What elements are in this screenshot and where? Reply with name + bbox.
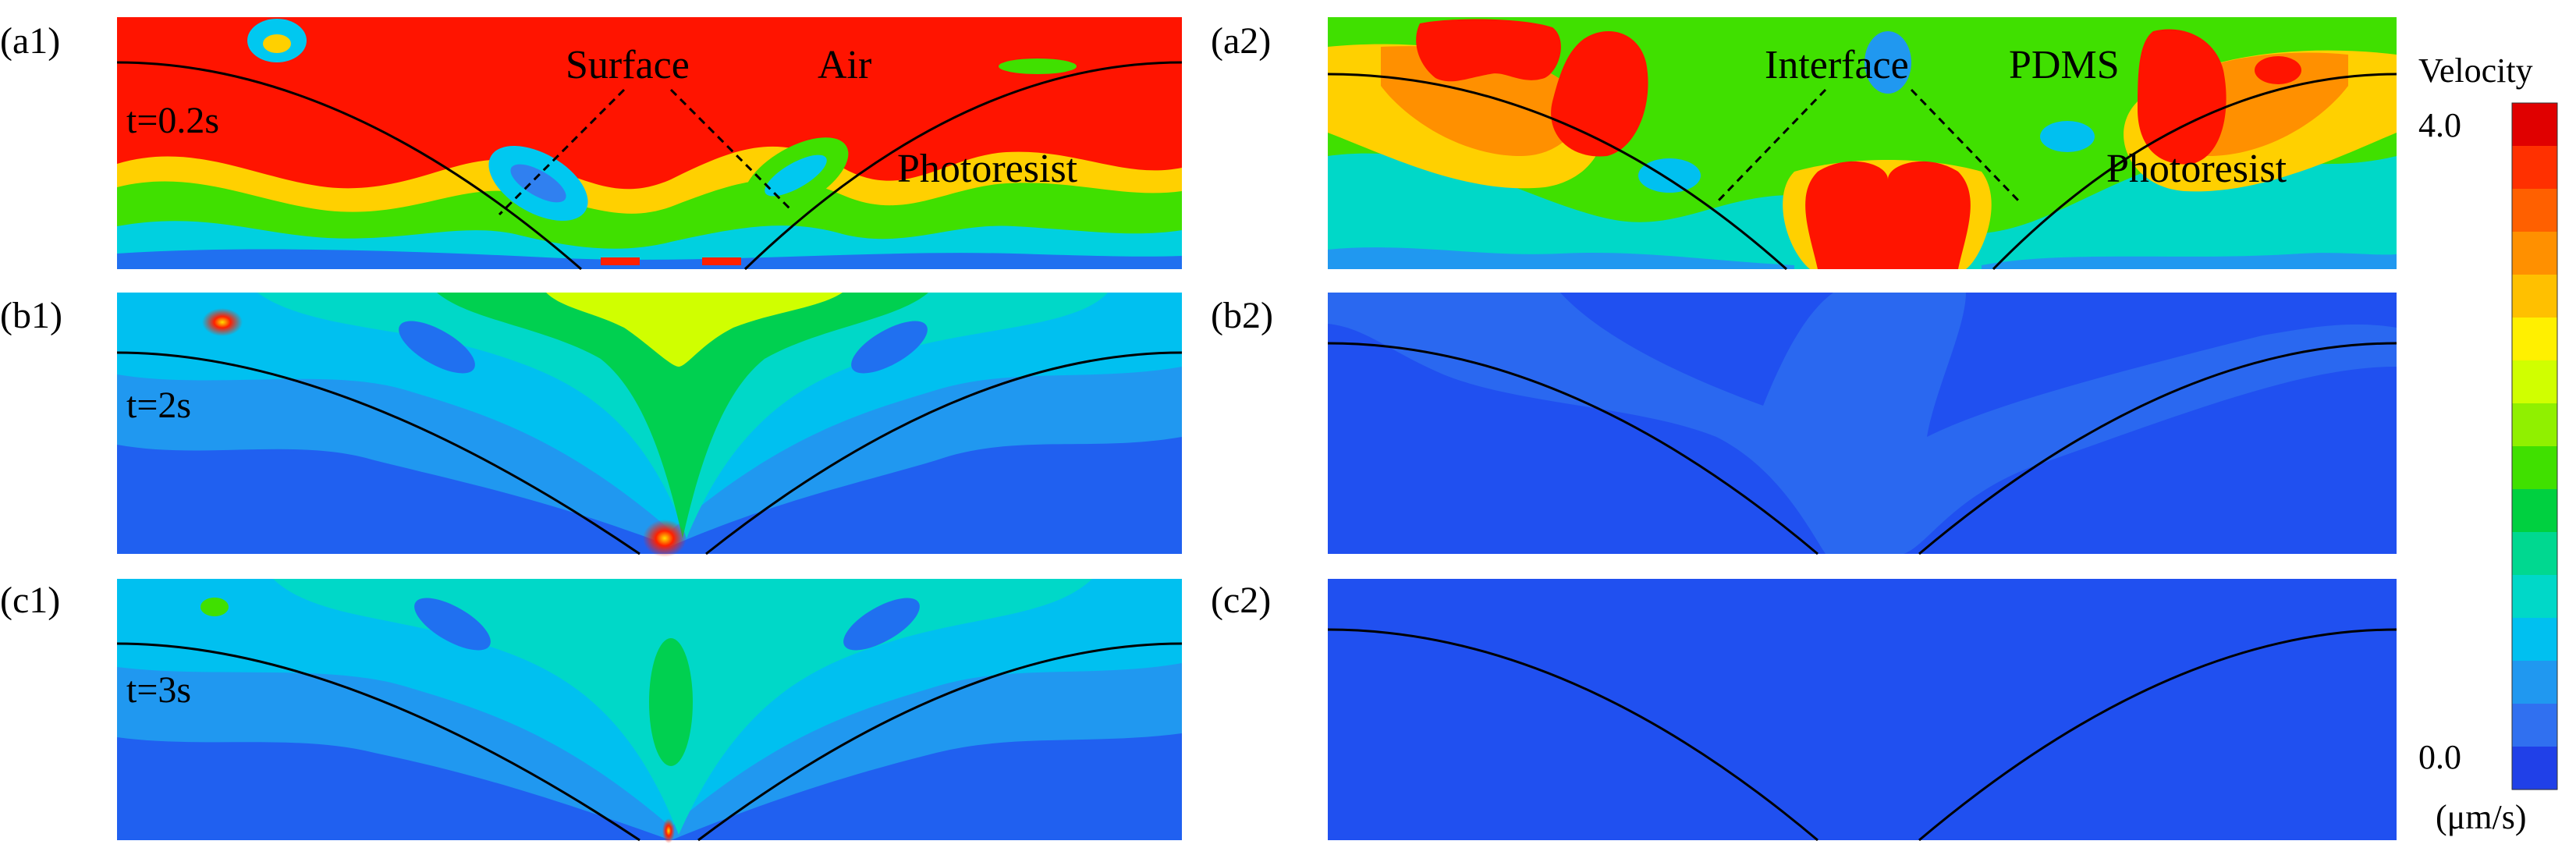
annotation-interface: Interface xyxy=(1765,43,1909,87)
panel-c1: (c1) t=3s xyxy=(0,579,1183,843)
field-hot-top-left xyxy=(1416,19,1561,82)
colorbar-swatch xyxy=(2512,747,2557,790)
colorbar-swatch xyxy=(2512,704,2557,747)
field-spot-top-core xyxy=(263,34,291,53)
field-bottom-hot2 xyxy=(702,257,741,265)
time-label: t=2s xyxy=(126,385,191,426)
field-lighter-region xyxy=(1328,293,2397,554)
colorbar-swatch xyxy=(2512,318,2557,361)
annotation-photoresist: Photoresist xyxy=(2106,147,2287,191)
colorbar: Velocity 4.0 0.0 (μm/s) xyxy=(2418,51,2558,836)
field-background xyxy=(1328,579,2397,840)
interface-curve xyxy=(116,351,1183,555)
colorbar-swatch xyxy=(2512,146,2557,190)
field-spot-top xyxy=(200,598,229,616)
field-vortex-left-core xyxy=(510,164,566,203)
panel-label: (b2) xyxy=(1211,295,1273,336)
field-hot-lobe-right xyxy=(2138,29,2227,165)
pointer-line-right xyxy=(669,88,793,212)
interface-curve xyxy=(1327,628,2397,842)
panel-b2: (b2) xyxy=(1211,293,2397,555)
colorbar-swatch xyxy=(2512,232,2557,275)
colorbar-swatch xyxy=(2512,661,2557,704)
field-green-band xyxy=(437,293,928,538)
panel-label: (c1) xyxy=(0,580,60,621)
panel-label: (c2) xyxy=(1211,580,1271,621)
field-hot-lobe-left xyxy=(1551,31,1648,157)
annotation-surface: Surface xyxy=(566,43,690,87)
field-green-core xyxy=(649,638,693,766)
time-label: t=0.2s xyxy=(126,100,219,141)
annotation-pdms: PDMS xyxy=(2009,43,2120,87)
panel-a2: (a2) Interface PDMS Photoresist xyxy=(1211,17,2397,271)
interface-curve xyxy=(116,642,1183,842)
panel-b1: (b1) t=2s xyxy=(0,293,1183,557)
colorbar-swatch xyxy=(2512,446,2557,490)
annotation-air: Air xyxy=(818,43,871,87)
colorbar-swatch xyxy=(2512,532,2557,576)
interface-curve xyxy=(1327,73,2397,271)
field-hot-spot-right xyxy=(2255,56,2301,84)
panel-label: (a2) xyxy=(1211,20,1271,62)
colorbar-swatch xyxy=(2512,189,2557,232)
field-vortex-right-core xyxy=(765,154,827,197)
colorbar-swatch xyxy=(2512,403,2557,447)
colorbar-swatch xyxy=(2512,103,2557,147)
colorbar-swatch xyxy=(2512,360,2557,404)
field-bottom-hot xyxy=(601,257,640,265)
colorbar-swatch xyxy=(2512,618,2557,662)
field-yellow-band xyxy=(546,293,843,367)
panel-label: (a1) xyxy=(0,20,60,62)
field-blue-lobe-right xyxy=(851,321,928,374)
field-blue-bottom xyxy=(1328,247,2397,269)
colorbar-frame xyxy=(2511,102,2558,790)
field-vortex-center xyxy=(1865,31,1911,94)
field-blue-band xyxy=(117,249,1182,269)
colorbar-swatch xyxy=(2512,489,2557,533)
colorbar-swatches xyxy=(2512,103,2557,790)
colorbar-min-label: 0.0 xyxy=(2418,738,2461,776)
field-blue-lobe-right xyxy=(843,598,920,651)
interface-curve xyxy=(116,61,1183,271)
field-hotspot-bottom xyxy=(662,818,675,843)
interface-curve xyxy=(1327,342,2397,555)
field-vortex-left xyxy=(1638,158,1701,193)
colorbar-swatch xyxy=(2512,575,2557,619)
panel-a1: (a1) t=0.2s Surface Air Photoresist xyxy=(0,17,1183,271)
field-hotspot-top xyxy=(202,308,243,336)
field-blue-lobe-left xyxy=(399,321,475,374)
field-hotspot-bottom xyxy=(643,520,687,557)
colorbar-swatch xyxy=(2512,275,2557,318)
colorbar-title: Velocity xyxy=(2418,51,2533,90)
colorbar-max-label: 4.0 xyxy=(2418,106,2461,144)
pointer-line-left xyxy=(498,88,626,216)
panel-label: (b1) xyxy=(0,295,62,336)
field-spot-right xyxy=(999,59,1077,74)
field-central-hot xyxy=(1805,161,1971,269)
annotation-photoresist: Photoresist xyxy=(897,147,1078,191)
panel-c2: (c2) xyxy=(1211,579,2397,842)
colorbar-unit: (μm/s) xyxy=(2436,798,2526,836)
field-blue-lobe-left xyxy=(414,598,491,651)
field-vortex-right xyxy=(2040,121,2095,152)
time-label: t=3s xyxy=(126,669,191,711)
